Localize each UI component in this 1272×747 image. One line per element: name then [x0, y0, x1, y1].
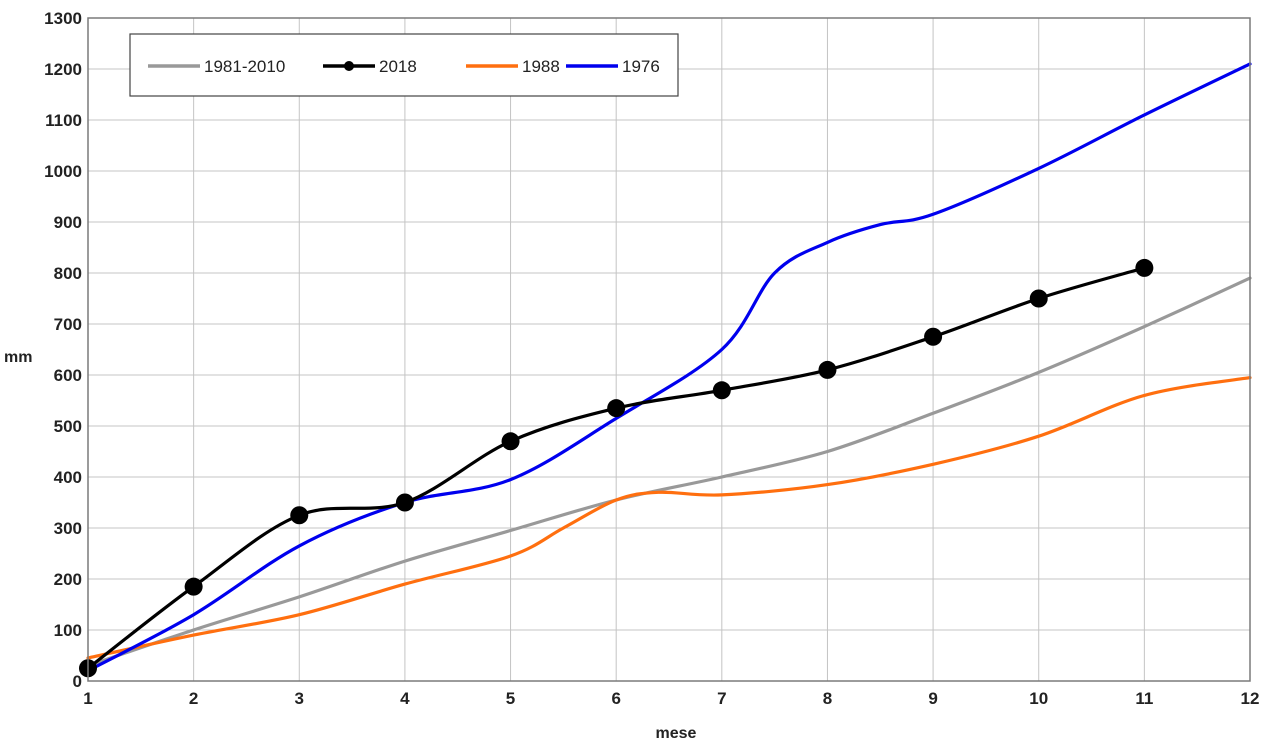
series-line-1981-2010 — [86, 276, 1252, 668]
series-line-1988 — [86, 376, 1252, 660]
series-layer — [79, 62, 1252, 678]
legend-marker-2018 — [344, 61, 354, 71]
x-tick-label: 4 — [400, 689, 410, 708]
data-point-2018 — [607, 399, 626, 418]
y-tick-label: 700 — [54, 315, 82, 334]
y-tick-label: 1300 — [44, 9, 82, 28]
y-axis-title: mm — [4, 349, 32, 366]
plot-area — [88, 18, 1250, 681]
data-point-2018 — [395, 493, 414, 512]
legend-label-1976: 1976 — [622, 57, 660, 76]
x-tick-label: 7 — [717, 689, 726, 708]
x-tick-label: 5 — [506, 689, 515, 708]
legend: 1981-2010 2018 1988 1976 — [129, 33, 679, 97]
x-tick-label: 12 — [1241, 689, 1260, 708]
x-tick-label: 8 — [823, 689, 832, 708]
y-tick-label: 900 — [54, 213, 82, 232]
legend-label-2018: 2018 — [379, 57, 417, 76]
data-point-2018 — [184, 577, 203, 596]
x-axis-ticks: 1 2 3 4 5 6 7 8 9 10 11 12 — [83, 689, 1259, 708]
plot-border — [87, 17, 1251, 682]
data-point-2018 — [818, 360, 837, 379]
series-line-1976 — [86, 62, 1252, 673]
y-tick-label: 600 — [54, 366, 82, 385]
y-tick-label: 800 — [54, 264, 82, 283]
x-tick-label: 2 — [189, 689, 198, 708]
legend-label-1981-2010: 1981-2010 — [204, 57, 285, 76]
x-tick-label: 3 — [295, 689, 304, 708]
data-point-2018 — [712, 381, 731, 400]
data-point-2018 — [1029, 289, 1048, 308]
y-tick-label: 200 — [54, 570, 82, 589]
x-tick-label: 1 — [83, 689, 92, 708]
y-axis-ticks: 0 100 200 300 400 500 600 700 800 900 1000 1100 1200… — [44, 9, 82, 691]
y-tick-label: 300 — [54, 519, 82, 538]
legend-label-1988: 1988 — [522, 57, 560, 76]
y-tick-label: 500 — [54, 417, 82, 436]
y-tick-label: 0 — [73, 672, 82, 691]
y-tick-label: 1000 — [44, 162, 82, 181]
y-tick-label: 1100 — [45, 111, 82, 130]
x-tick-label: 11 — [1135, 689, 1153, 708]
x-tick-label: 6 — [611, 689, 620, 708]
x-tick-label: 9 — [928, 689, 937, 708]
data-point-2018 — [1135, 258, 1154, 277]
x-axis-title: mese — [656, 725, 697, 742]
data-point-2018 — [924, 327, 943, 346]
x-tick-label: 10 — [1029, 689, 1048, 708]
data-point-2018 — [290, 506, 309, 525]
y-tick-label: 400 — [54, 468, 82, 487]
y-tick-label: 100 — [54, 621, 82, 640]
y-tick-label: 1200 — [44, 60, 82, 79]
data-point-2018 — [501, 432, 520, 451]
